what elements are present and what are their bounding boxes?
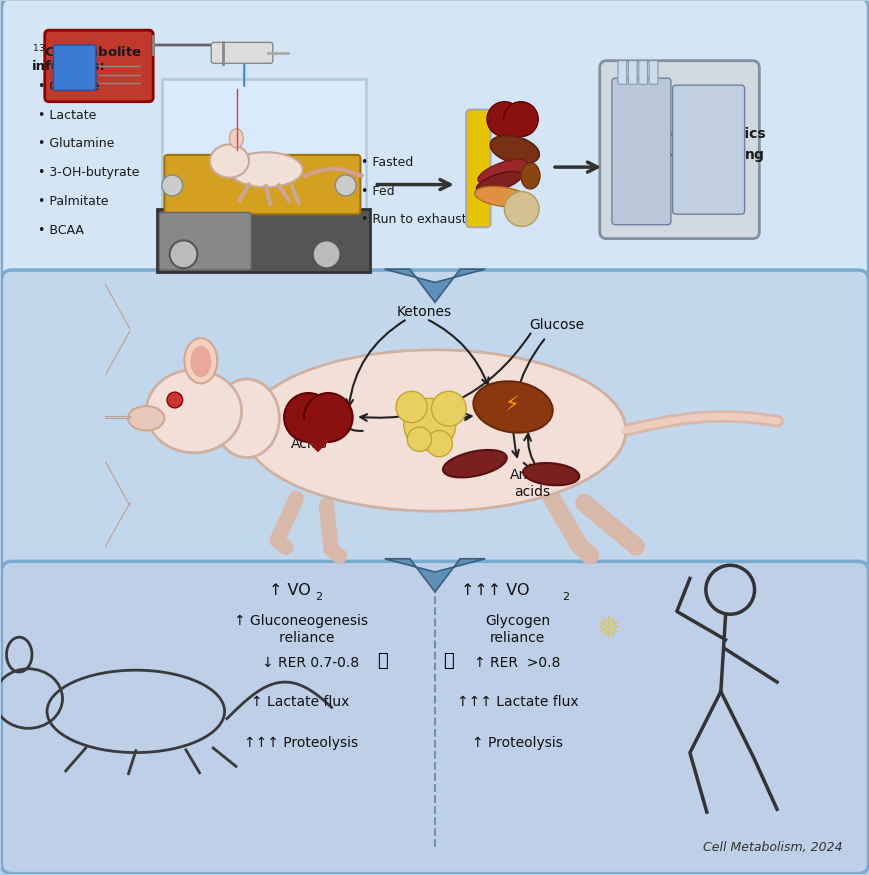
- FancyBboxPatch shape: [162, 79, 365, 214]
- Ellipse shape: [490, 136, 539, 164]
- Text: • Lactate: • Lactate: [37, 108, 96, 122]
- Text: • 3-OH-butyrate: • 3-OH-butyrate: [37, 166, 139, 179]
- Text: ↑ Gluconeogenesis: ↑ Gluconeogenesis: [233, 613, 368, 627]
- Text: Glucose: Glucose: [528, 318, 583, 332]
- Circle shape: [487, 102, 521, 136]
- FancyBboxPatch shape: [2, 270, 867, 577]
- Circle shape: [431, 391, 466, 426]
- Text: $^{13}$C-metabolite: $^{13}$C-metabolite: [31, 43, 142, 60]
- Ellipse shape: [521, 163, 540, 189]
- Ellipse shape: [522, 463, 579, 486]
- Text: ↑↑↑ Lactate flux: ↑↑↑ Lactate flux: [456, 695, 578, 709]
- FancyBboxPatch shape: [627, 60, 636, 84]
- FancyBboxPatch shape: [638, 60, 647, 84]
- FancyBboxPatch shape: [617, 60, 626, 84]
- Ellipse shape: [146, 370, 242, 452]
- FancyBboxPatch shape: [466, 109, 490, 228]
- Text: infusions:: infusions:: [31, 60, 105, 73]
- Circle shape: [284, 393, 332, 442]
- Circle shape: [407, 427, 431, 452]
- FancyBboxPatch shape: [648, 60, 657, 84]
- Circle shape: [303, 393, 352, 442]
- Text: 2: 2: [562, 592, 569, 602]
- Text: ↑ Lactate flux: ↑ Lactate flux: [251, 695, 349, 709]
- Text: + $^{13}$C Tracing: + $^{13}$C Tracing: [660, 144, 764, 166]
- Text: 🔥: 🔥: [377, 652, 388, 670]
- Ellipse shape: [229, 129, 243, 148]
- FancyBboxPatch shape: [611, 78, 670, 225]
- Text: ↑ Proteolysis: ↑ Proteolysis: [471, 736, 562, 750]
- FancyBboxPatch shape: [2, 0, 867, 287]
- FancyBboxPatch shape: [157, 209, 369, 272]
- Ellipse shape: [184, 338, 217, 383]
- Ellipse shape: [214, 379, 279, 458]
- Ellipse shape: [190, 346, 211, 377]
- Circle shape: [395, 391, 427, 423]
- Text: Fatty
Acids: Fatty Acids: [290, 420, 328, 452]
- Polygon shape: [384, 559, 485, 592]
- Ellipse shape: [473, 382, 552, 432]
- FancyBboxPatch shape: [2, 562, 867, 873]
- Text: • Glucose: • Glucose: [37, 80, 99, 93]
- FancyBboxPatch shape: [599, 60, 759, 239]
- Ellipse shape: [476, 172, 521, 192]
- Text: ↑↑↑ Proteolysis: ↑↑↑ Proteolysis: [243, 736, 357, 750]
- Ellipse shape: [474, 186, 530, 207]
- Circle shape: [503, 102, 538, 136]
- Text: reliance: reliance: [266, 631, 335, 645]
- Circle shape: [403, 398, 455, 451]
- FancyBboxPatch shape: [53, 45, 96, 90]
- Circle shape: [312, 241, 340, 269]
- FancyBboxPatch shape: [211, 42, 273, 63]
- Text: Cell Metabolism, 2024: Cell Metabolism, 2024: [702, 842, 841, 854]
- Polygon shape: [488, 121, 538, 145]
- Circle shape: [426, 430, 452, 457]
- Text: Ketones: Ketones: [396, 304, 452, 318]
- Text: • Fasted: • Fasted: [361, 156, 413, 169]
- Circle shape: [167, 392, 182, 408]
- FancyBboxPatch shape: [672, 85, 744, 214]
- FancyBboxPatch shape: [159, 213, 251, 270]
- Circle shape: [169, 241, 197, 269]
- FancyBboxPatch shape: [44, 30, 153, 102]
- Text: • Glutamine: • Glutamine: [37, 137, 114, 150]
- FancyBboxPatch shape: [164, 155, 360, 214]
- Text: ⚡: ⚡: [503, 396, 518, 416]
- Text: Amino
acids: Amino acids: [509, 468, 554, 500]
- Circle shape: [335, 175, 355, 196]
- Text: reliance: reliance: [489, 631, 544, 645]
- Ellipse shape: [128, 406, 164, 430]
- Text: ↑ RER  >0.8: ↑ RER >0.8: [474, 655, 560, 669]
- Text: • Run to exhaustion: • Run to exhaustion: [361, 214, 486, 227]
- Text: ↑↑↑ VO: ↑↑↑ VO: [461, 583, 529, 598]
- Text: ↑ VO: ↑ VO: [269, 583, 310, 598]
- Text: • Fed: • Fed: [361, 185, 395, 198]
- Circle shape: [162, 175, 182, 196]
- Ellipse shape: [442, 450, 507, 478]
- Text: 🔥: 🔥: [443, 652, 454, 670]
- Polygon shape: [384, 270, 485, 302]
- Ellipse shape: [477, 159, 527, 184]
- Text: Metabolomics: Metabolomics: [658, 127, 766, 141]
- Text: • Palmitate: • Palmitate: [37, 195, 108, 208]
- Text: ❅: ❅: [595, 615, 620, 644]
- Polygon shape: [286, 419, 349, 452]
- Text: ↓ RER 0.7-0.8: ↓ RER 0.7-0.8: [262, 655, 358, 669]
- Circle shape: [504, 192, 539, 227]
- Ellipse shape: [244, 350, 625, 511]
- Ellipse shape: [209, 144, 249, 178]
- Text: Glycogen: Glycogen: [484, 613, 549, 627]
- Ellipse shape: [229, 152, 302, 187]
- Text: • BCAA: • BCAA: [37, 224, 83, 237]
- Text: 2: 2: [315, 592, 322, 602]
